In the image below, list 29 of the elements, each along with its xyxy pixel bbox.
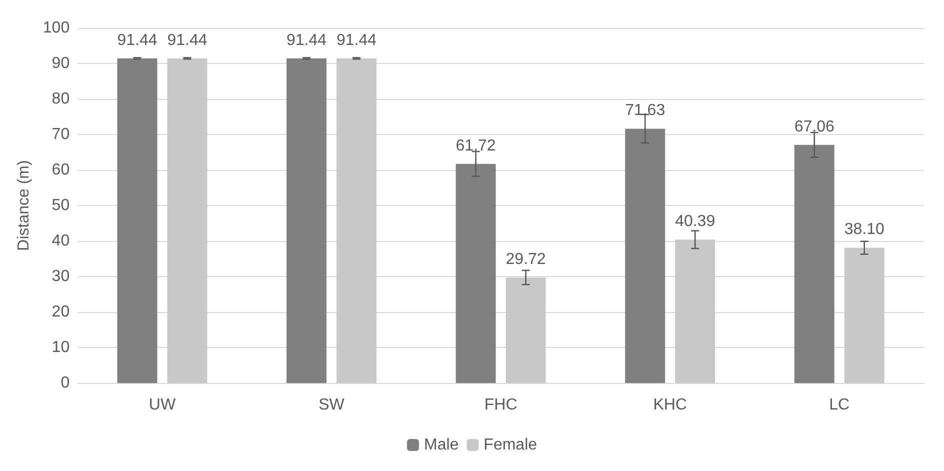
y-tick-label: 70 (52, 126, 70, 143)
y-axis-title: Distance (m) (16, 160, 32, 251)
data-label: 40.39 (675, 213, 716, 230)
y-tick-label: 0 (60, 374, 70, 392)
y-tick-label: 60 (52, 162, 70, 178)
y-tick-label: 50 (52, 197, 70, 214)
data-label: 91.44 (286, 32, 327, 49)
data-label: 91.44 (167, 32, 208, 49)
y-tick-label: 20 (52, 304, 70, 320)
x-tick-label: LC (829, 396, 850, 414)
y-tick-label: 30 (52, 268, 70, 285)
legend-label: Male (424, 436, 459, 454)
x-tick-label: SW (318, 396, 346, 414)
x-tick-label: UW (148, 396, 176, 414)
data-label: 29.72 (506, 250, 546, 268)
x-tick-label: FHC (484, 396, 518, 414)
y-tick-label: 40 (52, 232, 70, 250)
y-tick-label: 80 (52, 90, 70, 108)
data-label: 91.44 (117, 32, 158, 49)
data-label: 38.10 (844, 221, 884, 238)
data-label: 61.72 (456, 137, 496, 154)
y-tick-label: 100 (42, 20, 70, 36)
x-tick-label: KHC (653, 396, 687, 414)
data-label: 67.06 (794, 118, 834, 136)
data-label: 71.63 (625, 102, 666, 120)
y-tick-label: 90 (52, 55, 70, 72)
y-tick-label: 10 (52, 339, 70, 356)
legend-label: Female (484, 436, 538, 454)
data-label: 91.44 (336, 32, 377, 49)
